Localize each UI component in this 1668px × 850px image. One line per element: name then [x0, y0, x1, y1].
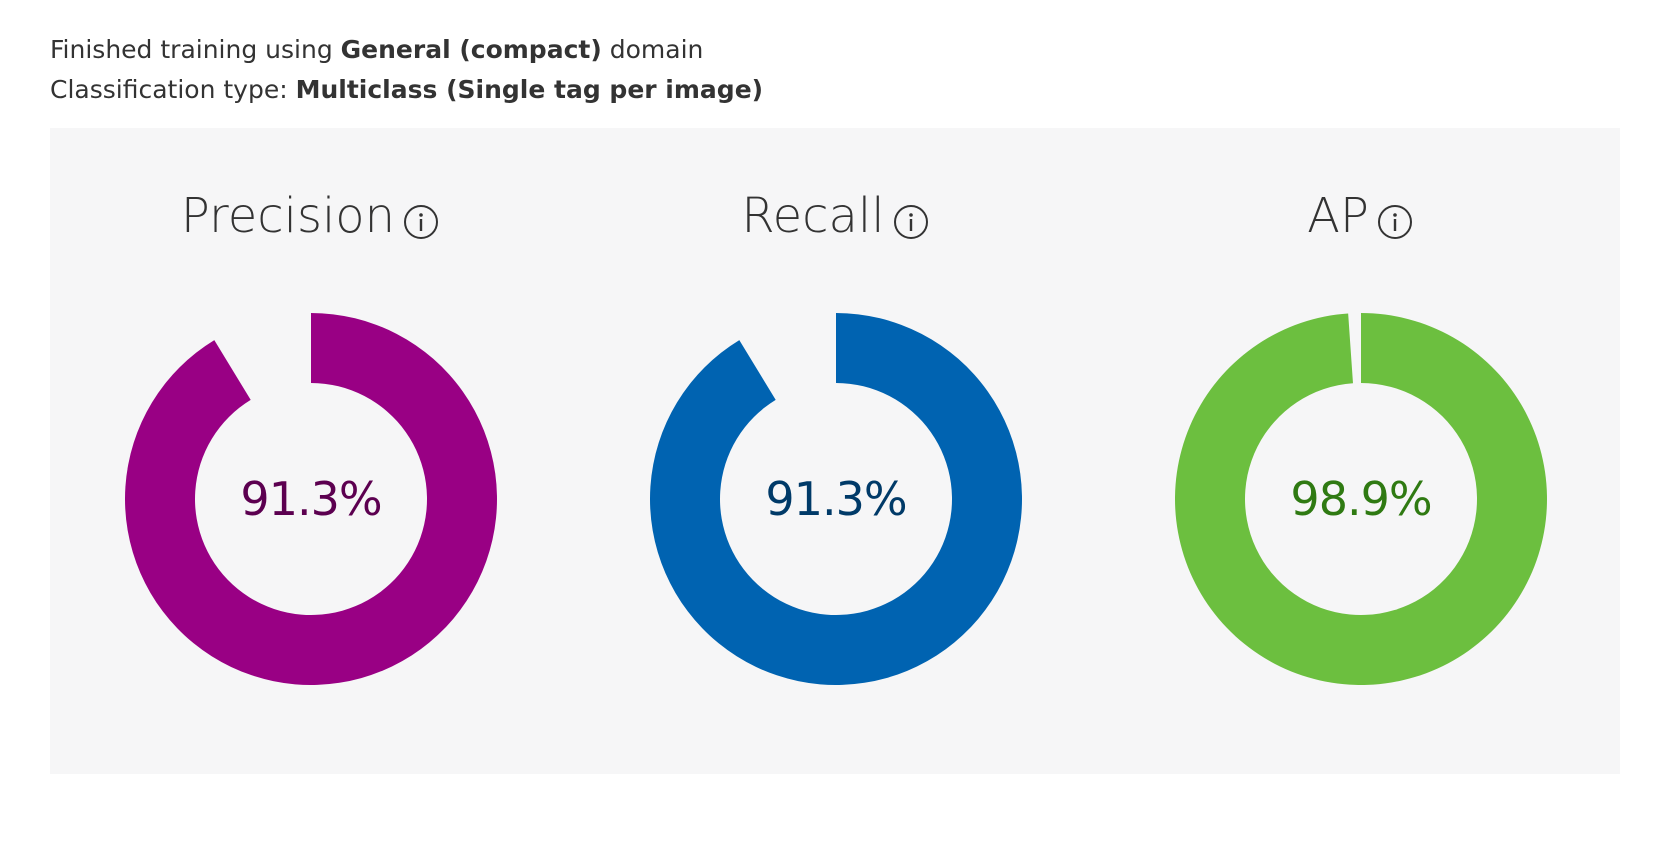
precision-donut-chart: 91.3% — [125, 313, 497, 685]
metric-header: AP — [1120, 188, 1600, 244]
donut-arc — [650, 313, 1022, 685]
training-domain-line: Finished training using General (compact… — [50, 30, 763, 70]
info-icon[interactable] — [1377, 204, 1413, 240]
donut-arc — [125, 313, 497, 685]
metric-header: Precision — [70, 188, 550, 244]
classification-type-prefix: Classification type: — [50, 75, 296, 104]
classification-type-value: Multiclass (Single tag per image) — [295, 75, 764, 104]
donut-arc — [1175, 313, 1547, 685]
metric-title: AP — [1307, 188, 1369, 244]
training-domain-prefix: Finished training using — [50, 35, 341, 64]
training-domain-value: General (compact) — [340, 35, 602, 64]
metric-title: Precision — [180, 188, 396, 244]
info-icon[interactable] — [893, 204, 929, 240]
info-icon[interactable] — [403, 204, 439, 240]
recall-donut-chart: 91.3% — [650, 313, 1022, 685]
metric-ap: AP 98.9% — [1120, 128, 1600, 774]
ap-donut-chart: 98.9% — [1175, 313, 1547, 685]
metric-value: 98.9% — [1290, 472, 1432, 526]
metric-title: Recall — [741, 188, 885, 244]
metrics-panel: Precision 91.3% Recall 91.3% AP 98.9% — [50, 128, 1620, 774]
metric-recall: Recall 91.3% — [595, 128, 1075, 774]
metric-value: 91.3% — [240, 472, 382, 526]
classification-type-line: Classification type: Multiclass (Single … — [50, 70, 763, 110]
metric-header: Recall — [595, 188, 1075, 244]
training-summary: Finished training using General (compact… — [50, 30, 763, 110]
training-domain-suffix: domain — [601, 35, 704, 64]
metric-value: 91.3% — [765, 472, 907, 526]
metric-precision: Precision 91.3% — [70, 128, 550, 774]
